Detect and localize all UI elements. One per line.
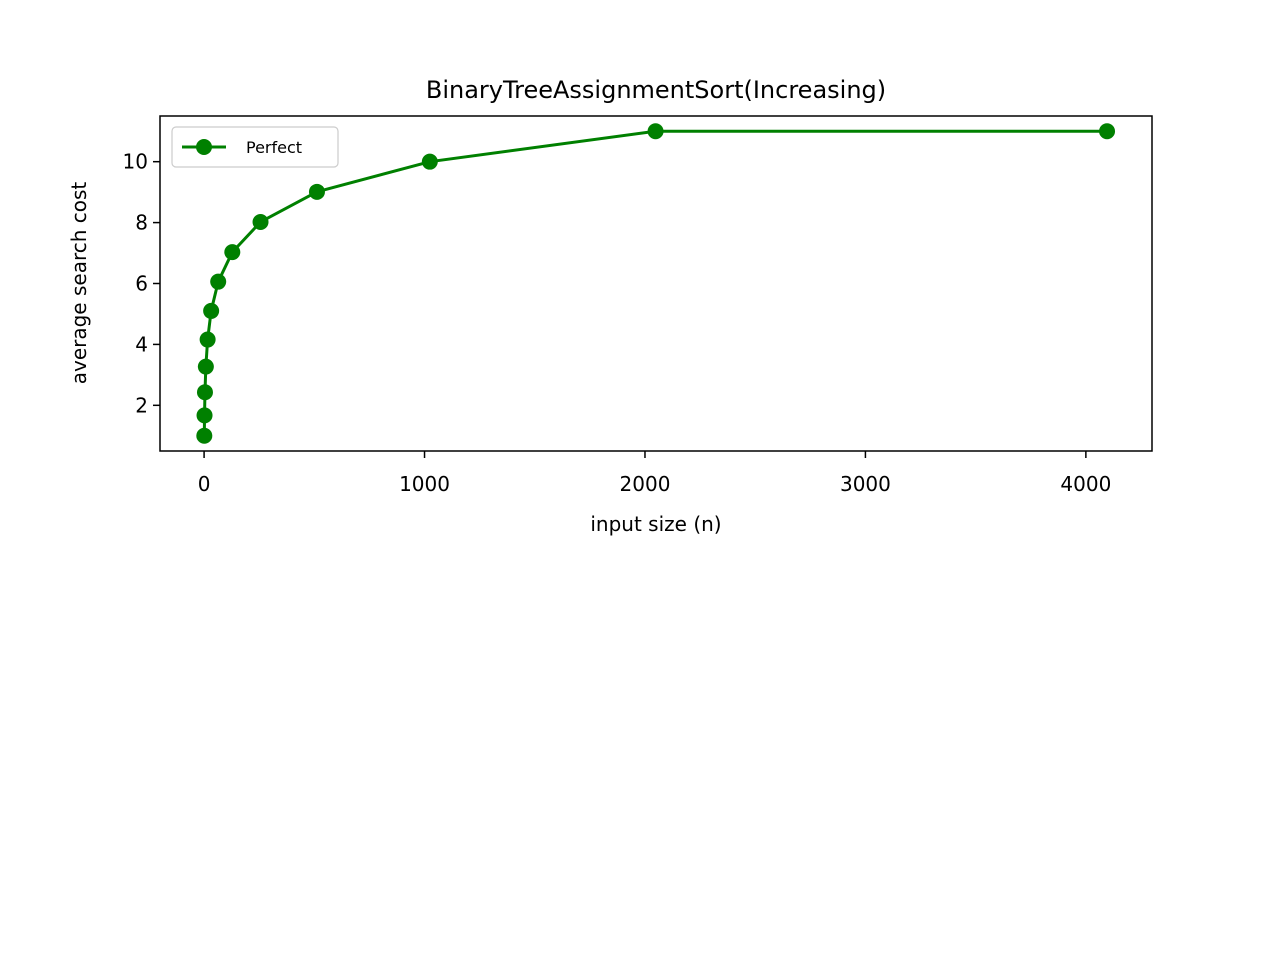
data-point — [196, 427, 213, 444]
x-tick-label: 3000 — [840, 472, 891, 496]
legend-label-perfect: Perfect — [246, 138, 302, 157]
x-tick-label: 0 — [198, 472, 211, 496]
x-tick-label: 2000 — [620, 472, 671, 496]
y-axis: 2 4 6 8 10 — [123, 150, 160, 417]
data-point — [210, 273, 227, 290]
data-point — [199, 331, 216, 348]
x-tick-label: 4000 — [1060, 472, 1111, 496]
legend-box — [171, 126, 339, 168]
x-tick-label: 1000 — [399, 472, 450, 496]
data-point — [252, 213, 269, 230]
legend: Perfect — [171, 126, 339, 168]
legend-marker-swatch — [196, 139, 212, 155]
data-point — [1099, 123, 1116, 140]
y-tick-label: 10 — [123, 150, 148, 174]
data-point — [647, 123, 664, 140]
data-point — [203, 302, 220, 319]
y-tick-label: 8 — [135, 211, 148, 235]
data-point — [421, 153, 438, 170]
y-tick-label: 4 — [135, 332, 148, 356]
x-axis-label: input size (n) — [590, 512, 721, 536]
data-point — [196, 384, 213, 401]
data-point — [308, 183, 325, 200]
data-point — [196, 407, 213, 424]
y-tick-label: 6 — [135, 272, 148, 296]
x-axis: 0 1000 2000 3000 4000 — [198, 451, 1111, 496]
y-axis-label: average search cost — [67, 182, 91, 385]
plot-area — [196, 123, 1116, 444]
data-point — [197, 358, 214, 375]
y-tick-label: 2 — [135, 393, 148, 417]
data-point — [224, 244, 241, 261]
chart-title: BinaryTreeAssignmentSort(Increasing) — [426, 76, 886, 104]
